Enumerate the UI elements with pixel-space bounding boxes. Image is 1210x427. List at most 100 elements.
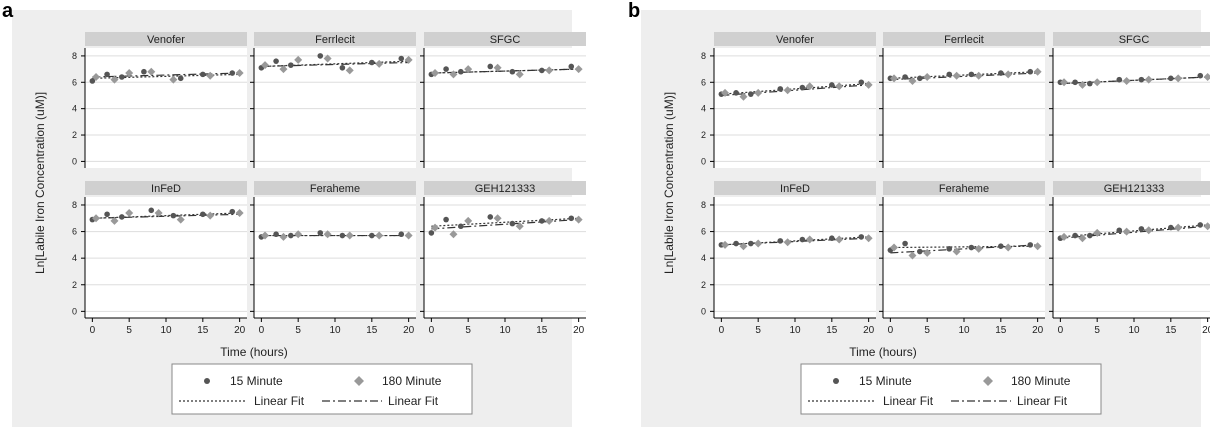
b-geh121333-strip [1053,181,1210,195]
a-venofer-y-tick-label: 0 [72,156,77,166]
a-venofer-point-15 [141,68,147,75]
b-feraheme-point-15 [917,248,923,255]
b-venofer-point-180 [864,80,873,89]
a-venofer-y-tick-label: 4 [72,104,77,114]
panel-b-letter: b [628,0,641,22]
a-sfgc-point-180 [515,70,524,79]
b-ferrlecit-strip [883,32,1045,46]
a-feraheme-strip [254,181,416,195]
a-geh121333-point-180 [464,216,473,225]
a-ferrlecit-strip [254,32,416,46]
b-feraheme-point-180 [908,251,917,260]
b-geh121333-point-180 [1203,222,1210,231]
b-ferrlecit-point-15 [902,74,908,80]
b-sfgc-point-180 [1078,80,1087,89]
a-sfgc-point-180 [431,69,440,78]
a-geh121333-point-180 [574,215,583,224]
a-infed-point-15 [170,212,177,219]
a-infed-y-tick-label: 4 [72,253,77,263]
b-legend-marker-180 [983,376,993,386]
a-sfgc-plot-area [424,48,586,168]
a-ferrlecit-point-180 [323,54,332,63]
a-sfgc-point-180 [449,70,458,79]
a-sfgc-point-180 [464,65,473,74]
b-sfgc-point-180 [1144,75,1153,84]
a-geh121333-x-tick-label: 10 [499,325,511,336]
a-legend-fit-label-15: Linear Fit [254,394,305,408]
b-geh121333-point-15 [1116,227,1123,234]
a-geh121333-fit-15 [431,217,579,227]
a-geh121333-point-15 [458,223,464,230]
b-legend-marker-15 [833,378,839,384]
b-venofer-point-180 [721,88,730,97]
a-venofer-point-15 [200,71,206,78]
a-geh121333-point-15 [428,230,435,236]
a-ferrlecit-point-180 [261,61,270,70]
b-feraheme-facet-title: Feraheme [939,183,989,195]
a-geh121333-strip [424,181,586,195]
a-infed-point-15 [104,211,110,218]
a-geh121333-point-15 [487,214,494,220]
b-feraheme-x-tick-label: 10 [958,325,970,336]
a-ferrlecit-point-15 [288,62,294,68]
b-ferrlecit-point-15 [968,71,975,78]
a-infed-x-tick-label: 15 [197,325,209,336]
a-sfgc-point-15 [509,68,516,75]
b-geh121333-point-180 [1122,227,1131,236]
b-venofer-facet-title: Venofer [776,34,814,46]
b-venofer-point-15 [858,79,865,86]
b-ferrlecit-point-180 [974,71,983,80]
b-venofer-y-tick-label: 0 [701,156,706,166]
b-venofer-point-180 [805,82,814,91]
b-geh121333-point-180 [1078,234,1087,243]
a-infed-point-15 [119,214,125,220]
b-venofer-point-15 [829,82,835,88]
b-venofer-point-180 [783,86,792,95]
b-infed-x-tick-label: 0 [719,325,725,336]
b-feraheme-point-15 [946,246,953,252]
a-sfgc-point-180 [545,66,554,75]
a-venofer-point-180 [125,69,134,78]
a-infed-point-180 [154,208,163,217]
b-sfgc-strip [1053,32,1210,46]
b-feraheme-point-180 [1033,242,1042,251]
a-infed-point-15 [229,208,236,215]
b-y-axis-title: Ln[Labile Iron Concentration (uM)] [662,92,676,274]
a-feraheme-point-180 [261,231,270,240]
a-venofer-point-180 [169,75,178,84]
a-feraheme-point-15 [317,230,324,236]
b-infed-fit-15 [721,236,869,246]
b-venofer-point-15 [733,90,739,96]
a-feraheme-facet-title: Feraheme [310,183,360,195]
b-feraheme-x-tick-label: 5 [924,325,930,336]
a-venofer-facet-title: Venofer [147,34,185,46]
a-venofer-point-15 [104,71,110,78]
b-infed-point-180 [754,239,763,248]
b-venofer-point-180 [739,92,748,101]
b-legend-fit-label-180: Linear Fit [1017,394,1068,408]
b-infed-point-180 [721,240,730,249]
b-sfgc-plot-area [1053,48,1210,168]
a-infed-y-tick-label: 2 [72,280,77,290]
a-ferrlecit-point-180 [345,66,354,75]
a-venofer-fit-15 [92,73,240,79]
a-venofer-point-180 [235,69,244,78]
a-feraheme-point-15 [369,232,375,239]
a-geh121333-point-180 [493,214,502,223]
a-x-axis-title: Time (hours) [220,345,288,359]
b-sfgc-point-180 [1203,73,1210,82]
a-sfgc-facet-title: SFGC [490,34,521,46]
a-sfgc-point-15 [568,63,575,70]
b-venofer-plot-area [714,48,876,168]
a-feraheme-point-180 [375,231,384,240]
a-infed-x-tick-label: 10 [160,325,172,336]
a-sfgc-point-15 [458,68,464,75]
a-venofer-point-15 [119,74,125,80]
a-ferrlecit-point-180 [404,55,413,64]
a-ferrlecit-point-180 [279,65,288,74]
a-venofer-y-tick-label: 2 [72,130,77,140]
b-infed-y-tick-label: 2 [701,280,706,290]
b-venofer-y-tick-label: 4 [701,104,706,114]
b-infed-point-15 [858,234,865,240]
